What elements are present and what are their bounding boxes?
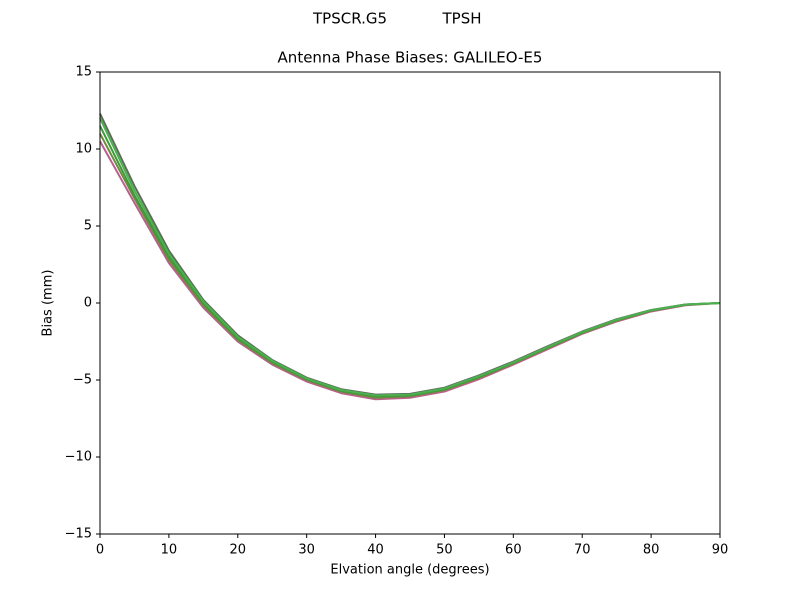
series-line: [99, 140, 721, 401]
suptitle-left: TPSCR.G5: [312, 10, 387, 28]
x-tick-label: 30: [298, 543, 315, 558]
x-tick-label: 0: [96, 543, 104, 558]
plot-frame: [99, 71, 721, 535]
y-tick-label: 5: [84, 219, 92, 234]
x-tick-label: 90: [712, 543, 729, 558]
x-tick-label: 70: [574, 543, 591, 558]
x-tick-label: 60: [505, 543, 522, 558]
suptitle-right: TPSH: [441, 10, 481, 28]
x-tick-label: 10: [161, 543, 178, 558]
series-line: [99, 113, 721, 396]
x-tick-label: 40: [367, 543, 384, 558]
x-tick-label: 20: [230, 543, 247, 558]
y-tick-label: −5: [73, 373, 92, 388]
y-tick-label: 10: [75, 142, 92, 157]
chart-title: Antenna Phase Biases: GALILEO-E5: [278, 49, 543, 67]
series-line: [99, 133, 721, 399]
x-axis-label: Elvation angle (degrees): [330, 563, 489, 578]
x-tick-label: 80: [643, 543, 660, 558]
y-tick-label: −10: [65, 450, 92, 465]
x-tick-label: 50: [436, 543, 453, 558]
y-axis-label: Bias (mm): [41, 270, 56, 337]
y-tick-label: 0: [84, 296, 92, 311]
y-tick-label: −15: [65, 527, 92, 542]
series-line: [99, 117, 721, 397]
y-tick-label: 15: [75, 65, 92, 80]
series-line: [99, 125, 721, 398]
